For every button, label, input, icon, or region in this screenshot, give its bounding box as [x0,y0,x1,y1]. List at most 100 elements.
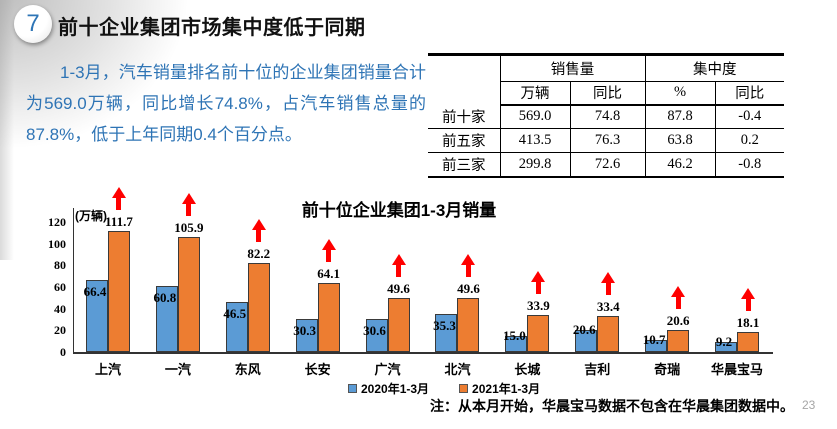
y-tick-label: 40 [54,301,66,316]
table-row-label: 前十家 [428,104,501,129]
bar-2021-上汽 [107,231,130,352]
table-sub-header-row: 万辆 同比 % 同比 [428,81,784,106]
up-arrow-stem [116,198,122,210]
table-cell: -0.4 [715,104,784,129]
x-category-label: 吉利 [584,362,611,377]
table-row: 前十家 569.0 74.8 87.8 -0.4 [428,104,784,129]
slide-title: 前十企业集团市场集中度低于同期 [58,17,366,39]
bar-label-2020: 66.4 [83,284,107,300]
bar-label-2021: 64.1 [317,265,341,281]
up-arrow-icon [111,187,126,210]
table-row-label: 前三家 [428,152,501,177]
up-arrow-head [181,193,196,205]
bar-2020-东风 [225,301,248,352]
table-cell: 0.2 [715,128,784,153]
bar-2021-一汽 [177,237,200,352]
bar-label-2020: 60.8 [153,290,177,306]
table-corner-cell [428,54,501,105]
y-tick-label: 20 [54,323,66,338]
bar-2020-上汽 [85,280,108,352]
table-sub-header: 同比 [715,81,784,106]
table-cell: 87.8 [645,104,716,129]
table-cell: 72.6 [570,152,646,177]
up-arrow-icon [321,238,336,262]
up-arrow-icon [601,271,616,295]
up-arrow-icon [181,193,196,217]
up-arrow-stem [535,282,541,295]
table-cell: 74.8 [570,104,646,129]
up-arrow-head [601,271,616,283]
y-tick-label: 0 [60,345,66,359]
x-category-label: 北汽 [444,362,471,377]
table-sub-header: 万辆 [500,81,571,106]
table-cell: -0.8 [738,155,762,172]
bar-2020-北汽 [435,313,458,352]
table-row: 前五家 413.5 76.3 63.8 0.2 [428,128,784,153]
footnote-row: 注：从本月开始，华晨宝马数据不包含在华晨集团数据中。 23 [430,396,815,416]
bar-label-2020: 20.6 [572,321,596,337]
table-cell: 299.8 [500,152,571,177]
bar-2020-奇瑞 [645,340,668,352]
table-row: 前三家 299.8 72.6 46.2 -0.8 [428,152,784,177]
up-arrow-icon [251,218,266,242]
x-category-label: 一汽 [164,362,191,377]
section-number-badge: 7 [14,5,52,43]
up-arrow-stem [675,296,681,309]
x-category-label: 广汽 [374,362,401,377]
bar-label-2021: 33.9 [526,298,550,314]
bar-2021-长城 [527,315,550,352]
table-group-header-concentration: 集中度 [645,54,784,82]
legend-label-2021: 2021年1-3月 [472,382,541,396]
page-number: 23 [802,398,816,412]
table-cell: 413.5 [500,128,571,153]
bar-2021-长安 [317,282,340,352]
bar-label-2021: 111.7 [105,214,133,229]
y-axis-unit-label: (万辆) [75,209,107,223]
up-arrow-icon [531,271,546,295]
table-row-label: 前五家 [428,128,501,153]
chart-legend: 2020年1-3月 2021年1-3月 [348,380,540,397]
x-category-label: 奇瑞 [654,362,681,377]
bar-label-2020: 46.5 [223,305,247,321]
up-arrow-stem [256,229,262,242]
table-cell: 46.2 [645,152,716,177]
legend-item-2020: 2020年1-3月 [348,380,429,397]
table-cell: 569.0 [500,104,571,129]
x-axis-line [73,352,773,354]
y-tick-label: 80 [54,258,66,273]
legend-item-2021: 2021年1-3月 [459,380,540,397]
up-arrow-stem [186,204,192,217]
bar-2020-吉利 [575,329,598,352]
table-group-header-sales: 销售量 [500,54,646,82]
table-group-header-row: 销售量 集中度 [428,54,784,105]
bar-2020-一汽 [155,286,178,352]
up-arrow-head [741,288,756,300]
bar-label-2020: 15.0 [502,327,526,343]
up-arrow-head [391,254,406,266]
y-tick-label: 120 [48,215,66,229]
bar-label-2020: 30.3 [293,323,317,339]
table-sub-header: 同比 [570,81,646,106]
table-sub-header: % [645,81,716,106]
up-arrow-icon [741,288,756,312]
up-arrow-icon [671,285,686,309]
bar-label-2021: 33.4 [596,298,620,314]
bar-label-2021: 49.6 [387,281,410,297]
bar-2021-华晨宝马 [737,332,760,352]
x-category-label: 上汽 [94,362,121,377]
bar-2021-北汽 [457,298,480,352]
up-arrow-head [251,218,266,230]
up-arrow-stem [465,265,471,278]
bar-2021-广汽 [387,298,410,352]
up-arrow-head [111,187,126,198]
y-tick-label: 100 [48,236,66,251]
left-edge-shade-decoration [0,0,14,260]
up-arrow-stem [605,282,611,295]
chart-title: 前十位企业集团1-3月销量 [301,201,497,220]
up-arrow-icon [391,254,406,278]
bar-2020-长城 [505,335,528,352]
legend-label-2020: 2020年1-3月 [361,382,430,396]
up-arrow-head [321,238,336,250]
up-arrow-stem [326,249,332,262]
